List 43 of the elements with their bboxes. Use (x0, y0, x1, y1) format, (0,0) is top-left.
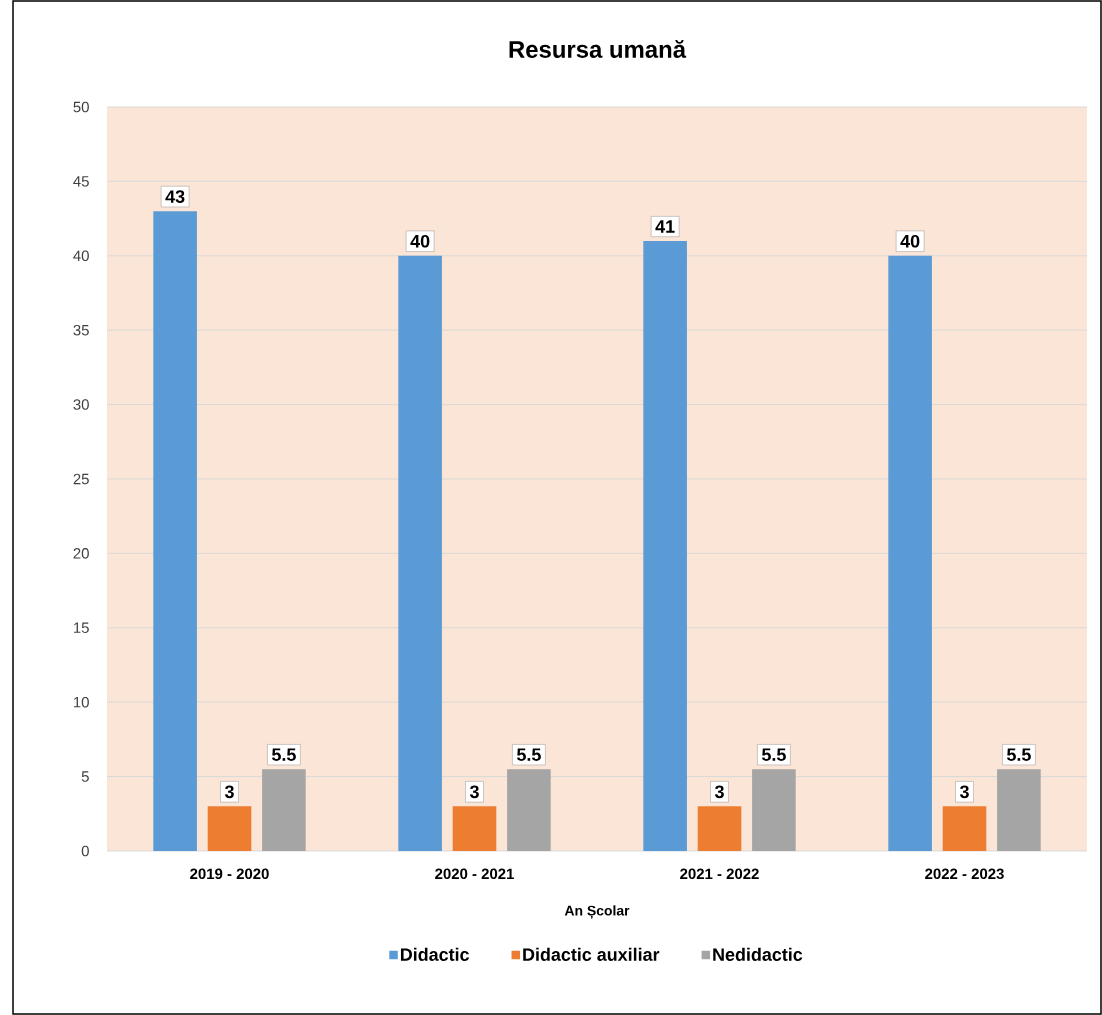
bar (942, 806, 987, 851)
data-label: 40 (900, 234, 920, 248)
data-label: 5.5 (761, 748, 786, 761)
data-label: 5.5 (271, 748, 296, 761)
y-tick-label: 30 (73, 399, 89, 410)
y-tick-label: 35 (73, 324, 89, 336)
y-tick-label: 15 (74, 622, 89, 633)
x-tick-label: 2019 - 2020 (190, 868, 269, 880)
bar (697, 806, 742, 851)
data-label: 3 (469, 785, 479, 799)
bar (752, 769, 796, 851)
y-tick-label: 10 (74, 696, 89, 708)
bar (888, 255, 932, 851)
data-label: 3 (959, 785, 969, 799)
bar (207, 806, 252, 851)
y-tick-label: 25 (73, 473, 89, 485)
data-label: 3 (714, 785, 724, 799)
y-tick-label: 50 (73, 101, 89, 113)
data-label: 5.5 (1006, 748, 1031, 761)
data-label: 40 (410, 234, 430, 248)
legend-label: Didactic auxiliar (523, 947, 660, 961)
x-tick-label: 2022 - 2023 (925, 868, 1004, 880)
data-label: 41 (655, 220, 675, 233)
data-label: 3 (224, 785, 234, 799)
data-label: 5.5 (516, 748, 541, 761)
bar (997, 769, 1041, 851)
x-axis-title: An Școlar (564, 905, 630, 919)
bar (452, 806, 497, 851)
y-tick-label: 20 (73, 548, 89, 559)
bar (262, 769, 306, 851)
y-tick-label: 5 (81, 771, 89, 782)
legend-label: Didactic (400, 947, 470, 961)
legend-label: Nedidactic (713, 947, 803, 961)
x-tick-label: 2020 - 2021 (435, 868, 514, 880)
chart-title: Resursa umană (509, 40, 687, 58)
bar (153, 211, 197, 851)
y-tick-label: 40 (73, 250, 89, 262)
y-tick-label: 0 (81, 845, 89, 857)
x-tick-label: 2021 - 2022 (680, 868, 759, 880)
data-label: 43 (165, 190, 185, 203)
bar (507, 769, 551, 851)
bar (398, 255, 442, 851)
y-tick-label: 45 (73, 176, 89, 187)
